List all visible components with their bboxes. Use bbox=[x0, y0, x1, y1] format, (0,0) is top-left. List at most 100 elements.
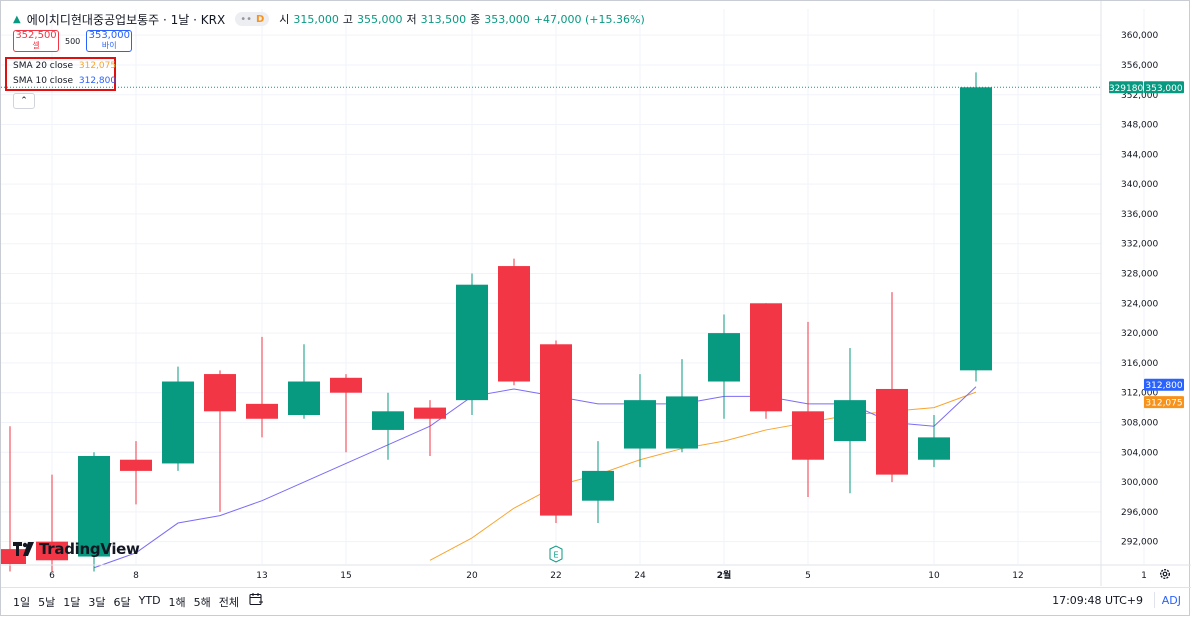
candle-body bbox=[540, 344, 572, 516]
triangle-up-icon: ▲ bbox=[13, 13, 21, 25]
last-price-tag-bg bbox=[1144, 81, 1184, 94]
ohlc-low-label: 저 bbox=[406, 13, 417, 26]
symbol-header: ▲ 에이치디현대중공업보통주 · 1날 · KRX •• D 시 315,000… bbox=[13, 9, 649, 29]
earnings-letter: E bbox=[553, 551, 558, 560]
ohlc-open-label: 시 bbox=[279, 13, 290, 26]
price-tick-label: 332,000 bbox=[1121, 240, 1158, 250]
candle[interactable] bbox=[750, 303, 782, 419]
range-button[interactable]: 3달 bbox=[88, 596, 106, 609]
tradingview-logo[interactable]: TradingView bbox=[13, 540, 140, 558]
calendar-icon[interactable] bbox=[249, 592, 263, 606]
time-tick-label: 24 bbox=[634, 571, 646, 581]
range-button[interactable]: 1해 bbox=[168, 596, 186, 609]
chevron-up-icon: ⌃ bbox=[20, 96, 28, 106]
price-tick-label: 296,000 bbox=[1121, 508, 1158, 518]
range-selector: 1일 5날 1달 3달 6달 YTD 1해 5해 전체 bbox=[13, 594, 247, 610]
range-button[interactable]: 5날 bbox=[38, 596, 56, 609]
candle[interactable] bbox=[960, 72, 992, 382]
indicator-sma10[interactable]: SMA 10 close 312,800 bbox=[13, 74, 117, 89]
candle[interactable] bbox=[918, 415, 950, 468]
candle-body bbox=[498, 266, 530, 382]
candle[interactable] bbox=[120, 441, 152, 505]
candle-body bbox=[456, 284, 488, 401]
sma10-tag-bg bbox=[1144, 378, 1184, 391]
time-tick-label: 6 bbox=[49, 571, 55, 581]
sma20-tag-bg bbox=[1144, 396, 1184, 409]
time-tick-label: 2월 bbox=[717, 569, 732, 581]
candle[interactable] bbox=[708, 314, 740, 419]
candle[interactable] bbox=[834, 348, 866, 494]
candle[interactable] bbox=[666, 359, 698, 453]
ohlc-change: +47,000 (+15.36%) bbox=[533, 12, 645, 26]
adj-toggle[interactable]: ADJ bbox=[1161, 594, 1181, 607]
time-tick-label: 13 bbox=[256, 571, 267, 581]
price-tick-label: 360,000 bbox=[1121, 31, 1158, 41]
candle[interactable] bbox=[876, 292, 908, 483]
candle[interactable] bbox=[624, 374, 656, 468]
candle-body bbox=[36, 541, 68, 561]
ohlc-high: 355,000 bbox=[357, 12, 403, 26]
buy-price: 353,000 bbox=[88, 30, 130, 41]
time-tick-label: 8 bbox=[133, 571, 139, 581]
range-button[interactable]: 6달 bbox=[113, 596, 131, 609]
candle[interactable] bbox=[498, 258, 530, 386]
ohlc-close-label: 종 bbox=[470, 13, 481, 26]
candle[interactable] bbox=[78, 452, 110, 572]
candle[interactable] bbox=[246, 336, 278, 438]
candle[interactable] bbox=[162, 366, 194, 471]
time-tick-label: 22 bbox=[550, 571, 561, 581]
candle[interactable] bbox=[36, 474, 68, 572]
trade-panel: 352,500 셀 500 353,000 바이 bbox=[13, 30, 133, 52]
price-tick-label: 344,000 bbox=[1121, 150, 1158, 160]
candle[interactable] bbox=[288, 344, 320, 419]
symbol-title[interactable]: 에이치디현대중공업보통주 · 1날 · KRX bbox=[26, 12, 226, 27]
tradingview-mark-icon bbox=[13, 542, 34, 556]
range-button[interactable]: 1일 bbox=[13, 596, 31, 609]
price-tick-label: 340,000 bbox=[1121, 180, 1158, 190]
price-tick-label: 308,000 bbox=[1121, 418, 1158, 428]
range-button[interactable]: 5해 bbox=[193, 596, 211, 609]
candle[interactable] bbox=[792, 321, 824, 497]
sma10-line bbox=[93, 386, 977, 569]
candle[interactable] bbox=[582, 441, 614, 524]
indicator-sma10-value: 312,800 bbox=[78, 76, 117, 86]
buy-button[interactable]: 353,000 바이 bbox=[86, 30, 133, 52]
indicator-sma20[interactable]: SMA 20 close 312,075 bbox=[13, 59, 116, 74]
candle-body bbox=[372, 411, 404, 430]
candle[interactable] bbox=[204, 370, 236, 512]
sma10-tag: 312,800 bbox=[1145, 381, 1182, 391]
ohlc-close: 353,000 bbox=[484, 12, 530, 26]
indicator-legend: SMA 20 close 312,075 SMA 10 close 312,80… bbox=[5, 57, 116, 91]
candle[interactable] bbox=[372, 392, 404, 460]
time-tick-label: 10 bbox=[928, 571, 940, 581]
candle[interactable] bbox=[330, 374, 362, 453]
sell-button[interactable]: 352,500 셀 bbox=[13, 30, 59, 52]
earnings-marker[interactable]: E bbox=[549, 545, 563, 563]
badge-letter: D bbox=[255, 13, 265, 25]
candle[interactable] bbox=[414, 400, 446, 456]
candle-body bbox=[204, 374, 236, 412]
price-tick-label: 312,000 bbox=[1121, 389, 1158, 399]
price-tick-label: 324,000 bbox=[1121, 299, 1158, 309]
range-button[interactable]: 1달 bbox=[63, 596, 81, 609]
data-source-badge[interactable]: •• D bbox=[235, 12, 270, 26]
indicator-sma10-label: SMA 10 close bbox=[13, 76, 73, 86]
candle-body bbox=[708, 333, 740, 382]
collapse-legend-button[interactable]: ⌃ bbox=[13, 93, 35, 109]
candle[interactable] bbox=[456, 273, 488, 416]
price-tick-label: 300,000 bbox=[1121, 478, 1158, 488]
ohlc-low: 313,500 bbox=[420, 12, 467, 26]
spread-value: 500 bbox=[65, 36, 81, 46]
range-button[interactable]: YTD bbox=[138, 594, 161, 607]
candle[interactable] bbox=[1, 426, 26, 572]
indicator-sma20-label: SMA 20 close bbox=[13, 61, 73, 71]
clock-timezone[interactable]: 17:09:48 UTC+9 bbox=[1052, 594, 1143, 607]
gear-icon[interactable] bbox=[1159, 568, 1171, 580]
candle-body bbox=[750, 303, 782, 412]
candle[interactable] bbox=[540, 340, 572, 524]
candle-body bbox=[666, 396, 698, 449]
range-button[interactable]: 전체 bbox=[218, 596, 240, 609]
candle-body bbox=[918, 437, 950, 460]
